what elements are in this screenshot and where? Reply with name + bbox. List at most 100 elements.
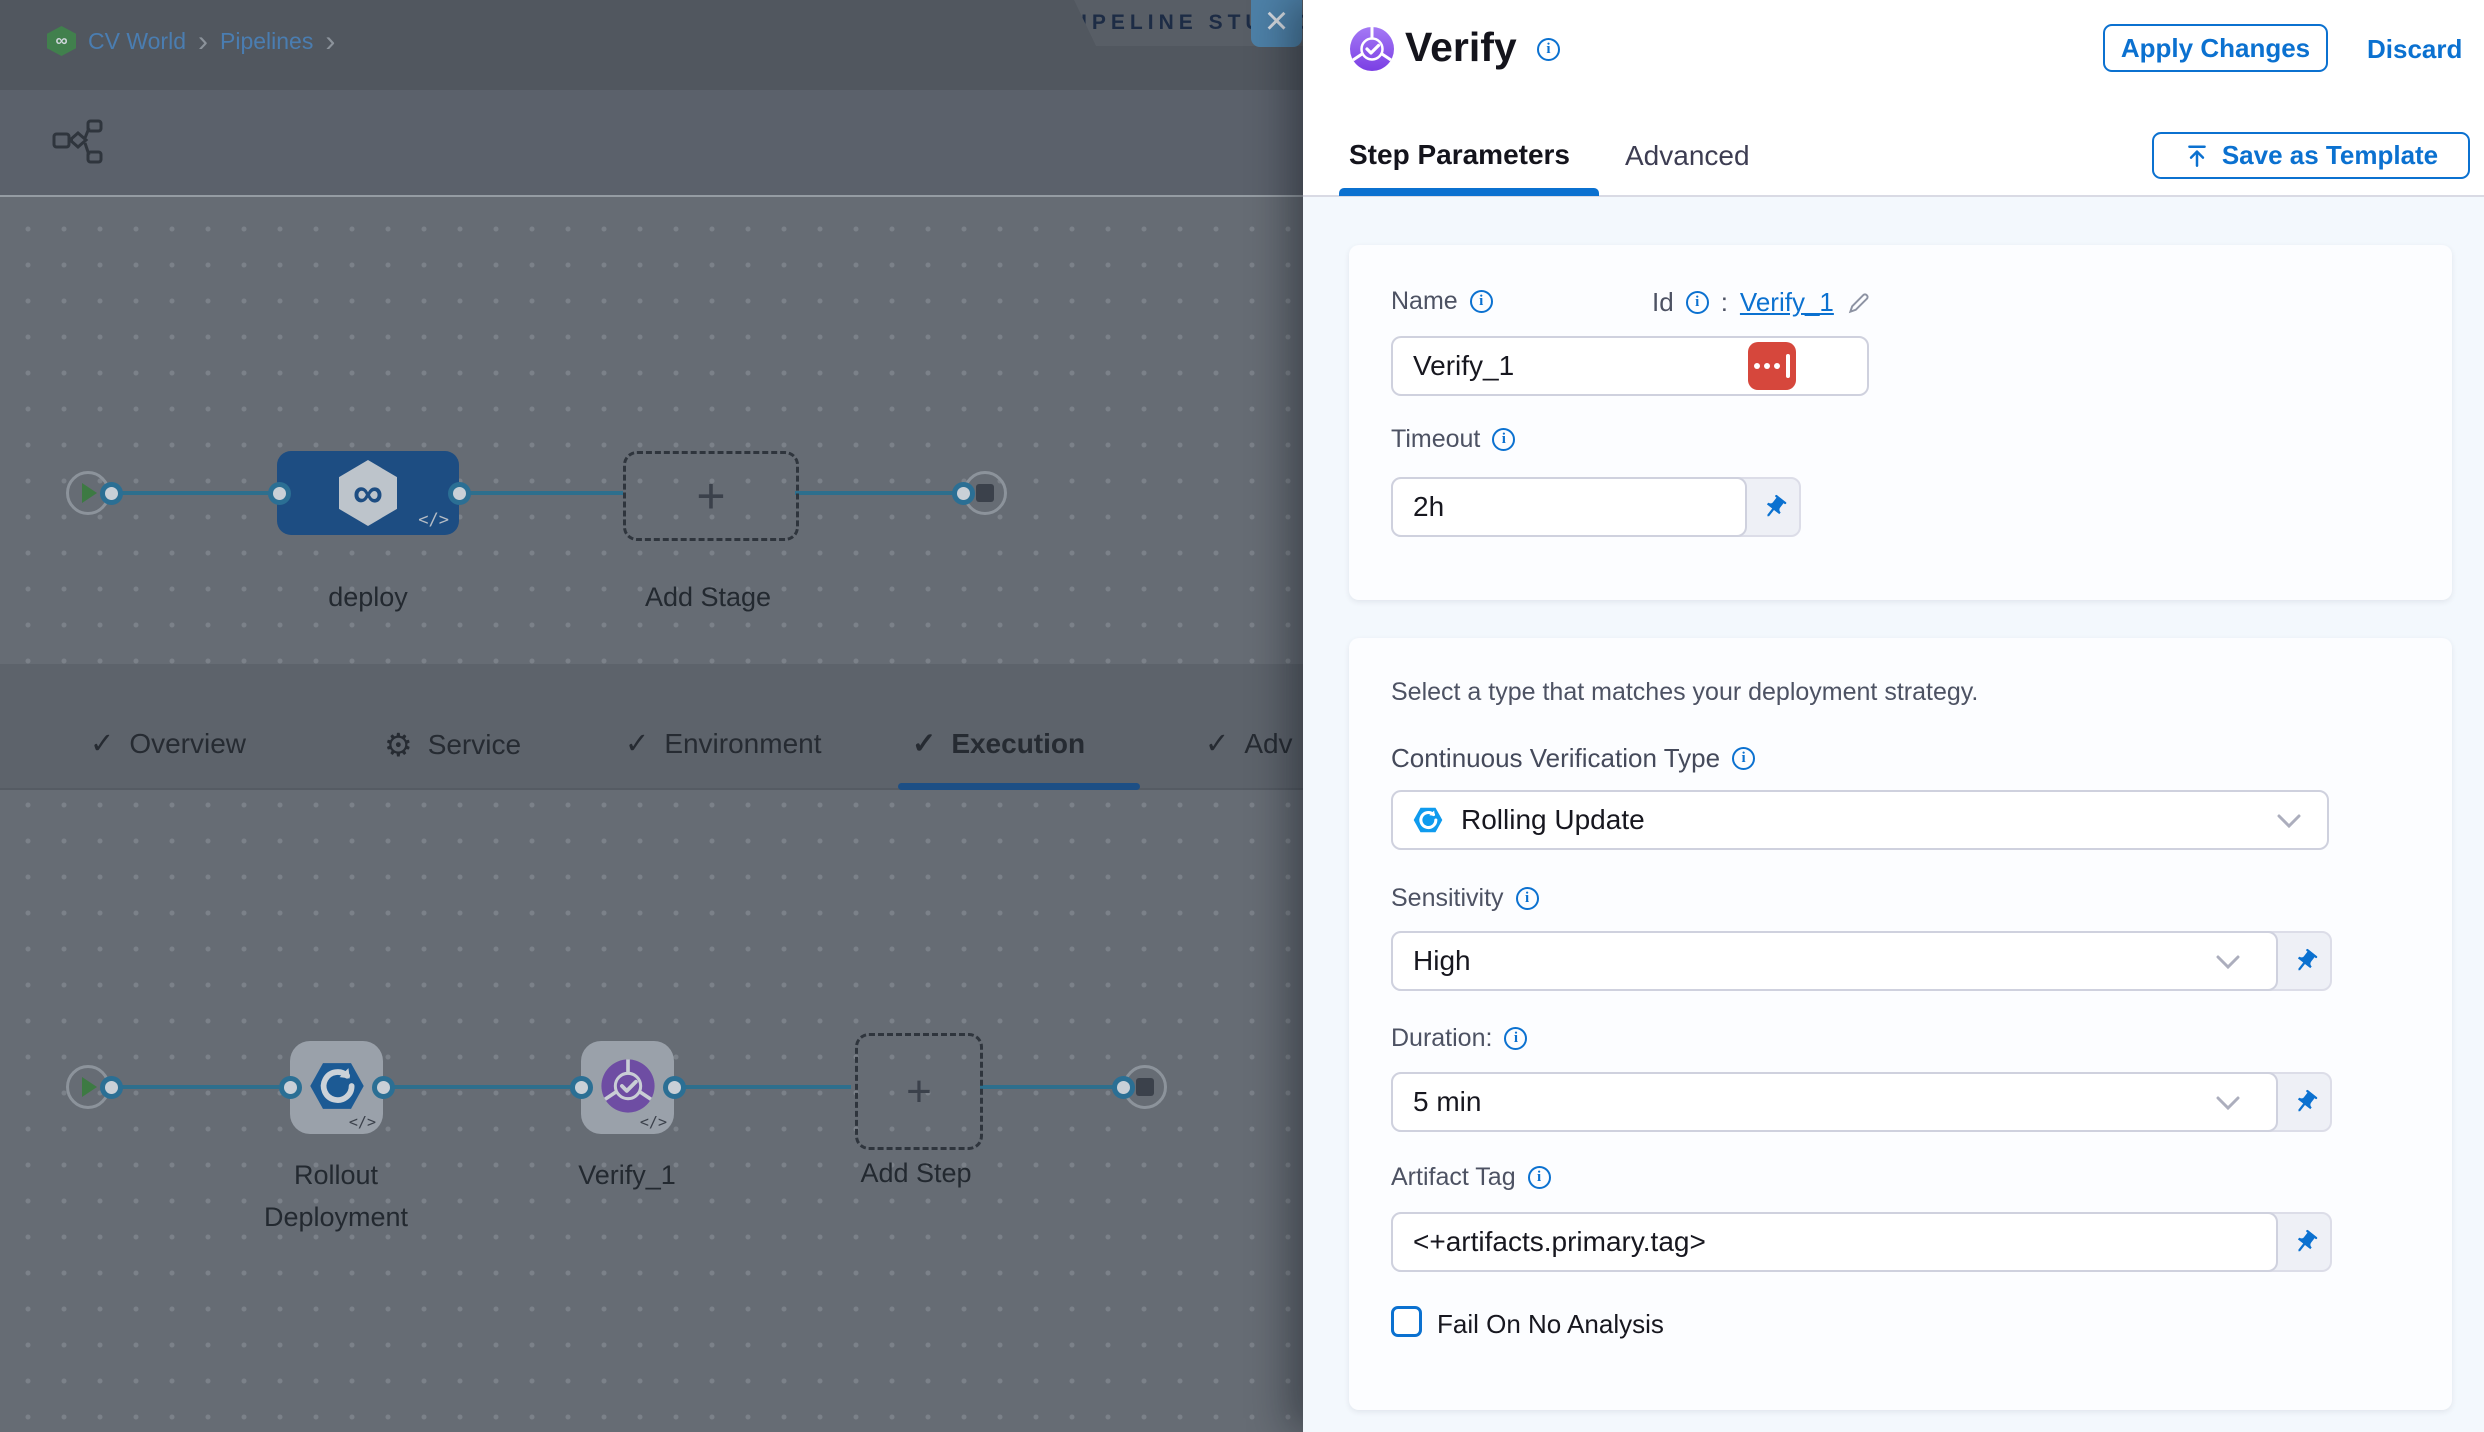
connector-line <box>117 491 274 495</box>
step-code-icon[interactable]: </> <box>348 1113 376 1131</box>
connector-dot <box>372 1076 395 1099</box>
discard-button[interactable]: Discard <box>2367 34 2463 64</box>
timeout-label: Timeout <box>1391 425 1481 453</box>
id-label: Id <box>1652 287 1674 317</box>
add-stage-label[interactable]: Add Stage <box>644 582 772 612</box>
sensitivity-value: High <box>1413 945 1471 976</box>
duration-info-icon[interactable]: i <box>1504 1027 1528 1050</box>
sensitivity-pin-button[interactable] <box>2278 931 2332 991</box>
breadcrumb-separator-icon: › <box>325 24 336 58</box>
strategy-hint: Select a type that matches your deployme… <box>1391 678 1979 706</box>
breadcrumb-project[interactable]: CV World <box>88 27 186 54</box>
tab-advanced-stage[interactable]: ✓ Adv <box>1205 726 1293 761</box>
password-manager-autofill-icon[interactable] <box>1748 342 1796 390</box>
fail-on-no-analysis-label[interactable]: Fail On No Analysis <box>1437 1309 1664 1339</box>
stage-label-deploy[interactable]: deploy <box>328 582 408 612</box>
sensitivity-label-row: Sensitivity i <box>1391 884 1539 913</box>
panel-active-tab-underline <box>1339 188 1599 196</box>
title-info-icon[interactable]: i <box>1537 38 1560 61</box>
duration-pin-button[interactable] <box>2278 1072 2332 1132</box>
sensitivity-label: Sensitivity <box>1391 884 1504 912</box>
name-input-wrap <box>1391 336 1869 396</box>
verification-card: Select a type that matches your deployme… <box>1349 638 2452 1410</box>
check-icon: ✓ <box>90 728 115 760</box>
duration-label: Duration: <box>1391 1024 1493 1052</box>
tab-execution[interactable]: ✓ Execution <box>912 726 1085 761</box>
step-card-rollout[interactable]: </> <box>290 1041 383 1134</box>
tab-label: Environment <box>664 727 822 759</box>
sensitivity-select[interactable]: High <box>1391 931 2278 991</box>
check-icon: ✓ <box>912 728 937 760</box>
rollout-deployment-icon <box>310 1063 364 1109</box>
pin-icon <box>1766 494 1786 516</box>
identity-card: Name i Id i : Verify_1 <box>1349 245 2452 600</box>
id-value-link[interactable]: Verify_1 <box>1739 287 1834 317</box>
name-info-icon[interactable]: i <box>1469 290 1493 313</box>
connector-line <box>680 1085 851 1089</box>
tab-service[interactable]: ⚙ Service <box>384 726 521 764</box>
step-card-verify[interactable]: </> <box>581 1041 674 1134</box>
apply-changes-button[interactable]: Apply Changes <box>2103 24 2328 72</box>
add-stage-button[interactable]: + <box>623 451 799 541</box>
artifact-tag-label-row: Artifact Tag i <box>1391 1163 1551 1192</box>
tab-step-parameters[interactable]: Step Parameters <box>1349 139 1571 170</box>
edit-id-icon[interactable] <box>1846 290 1872 316</box>
connector-dot <box>1112 1076 1135 1099</box>
timeout-info-icon[interactable]: i <box>1492 428 1516 451</box>
connector-line <box>795 491 960 495</box>
connector-line <box>389 1085 575 1089</box>
drawer-header: Verify i Apply Changes Discard Step Para… <box>1303 0 2484 196</box>
timeout-input-wrap <box>1391 477 1747 537</box>
apply-changes-label: Apply Changes <box>2120 32 2311 63</box>
cd-stage-icon: ∞ <box>339 460 397 526</box>
pin-icon <box>2297 948 2317 970</box>
pin-icon <box>2297 1229 2317 1251</box>
artifact-tag-info-icon[interactable]: i <box>1527 1166 1551 1189</box>
step-code-icon[interactable]: </> <box>639 1113 667 1131</box>
artifact-tag-input-wrap <box>1391 1212 2278 1272</box>
tab-advanced[interactable]: Advanced <box>1625 140 1750 171</box>
duration-select[interactable]: 5 min <box>1391 1072 2278 1132</box>
breadcrumb-pipelines[interactable]: Pipelines <box>220 27 314 54</box>
tab-environment[interactable]: ✓ Environment <box>625 726 822 761</box>
tab-label: Overview <box>129 727 247 759</box>
add-step-button[interactable]: + <box>855 1033 983 1150</box>
verify-step-icon <box>601 1059 655 1113</box>
id-separator: : <box>1720 287 1728 317</box>
step-label-rollout[interactable]: Rollout Deployment <box>263 1160 409 1232</box>
gear-icon: ⚙ <box>384 727 413 763</box>
id-row: Id i : Verify_1 <box>1652 287 1872 318</box>
connector-dot <box>952 482 975 505</box>
connector-dot <box>100 1076 123 1099</box>
artifact-tag-label: Artifact Tag <box>1391 1163 1516 1191</box>
cv-type-select[interactable]: Rolling Update <box>1391 790 2329 850</box>
check-icon: ✓ <box>1205 728 1230 760</box>
plus-icon: + <box>906 1066 932 1116</box>
connector-line <box>117 1085 284 1089</box>
timeout-pin-button[interactable] <box>1747 477 1801 537</box>
timeout-input[interactable] <box>1413 491 1725 523</box>
stage-card-deploy[interactable]: ∞ </> <box>277 451 459 535</box>
step-label-verify[interactable]: Verify_1 <box>578 1160 676 1190</box>
close-studio-button[interactable]: × <box>1251 0 1302 47</box>
check-icon: ✓ <box>625 728 650 760</box>
tab-label: Execution <box>951 727 1086 759</box>
save-as-template-button[interactable]: Save as Template <box>2152 132 2470 179</box>
sensitivity-info-icon[interactable]: i <box>1515 887 1539 910</box>
chevron-down-icon <box>2277 814 2301 829</box>
pin-icon <box>2297 1089 2317 1111</box>
artifact-tag-pin-button[interactable] <box>2278 1212 2332 1272</box>
cv-type-label: Continuous Verification Type <box>1391 743 1721 773</box>
connector-line <box>464 491 623 495</box>
fail-on-no-analysis-checkbox[interactable] <box>1391 1306 1422 1337</box>
connector-dot <box>663 1076 686 1099</box>
duration-value: 5 min <box>1413 1086 1482 1117</box>
artifact-tag-input[interactable] <box>1413 1226 2256 1258</box>
tab-overview[interactable]: ✓ Overview <box>90 726 246 761</box>
cv-type-info-icon[interactable]: i <box>1732 747 1756 770</box>
stage-code-icon[interactable]: </> <box>418 510 449 530</box>
id-info-icon[interactable]: i <box>1685 291 1709 314</box>
add-step-label[interactable]: Add Step <box>860 1158 972 1188</box>
connector-dot <box>268 482 291 505</box>
verify-title-icon <box>1350 27 1394 71</box>
